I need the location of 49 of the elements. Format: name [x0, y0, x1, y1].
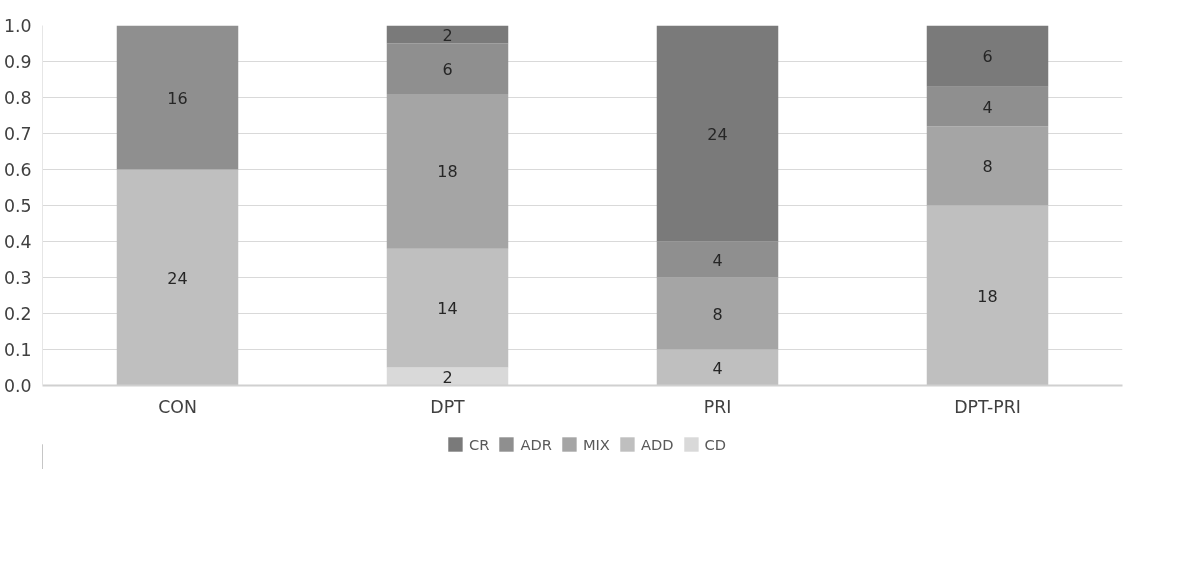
y-tick-label: 0.7	[3, 124, 32, 144]
annotation: 8	[712, 304, 723, 324]
annotation: 24	[167, 268, 188, 288]
bar	[926, 25, 1049, 87]
legend-label: CR	[468, 435, 490, 453]
x-tick-label: DPT-PRI	[954, 396, 1021, 417]
y-tick-label: 0.4	[3, 232, 32, 252]
legend-label: ADD	[640, 435, 674, 453]
annotation: 2	[442, 367, 453, 387]
annotation: 4	[712, 358, 723, 378]
annotation: 18	[437, 162, 458, 182]
annotation: 4	[712, 250, 723, 270]
y-tick-label: 0.6	[3, 160, 32, 180]
annotation: 14	[437, 299, 458, 319]
annotation: 18	[977, 286, 998, 306]
bar	[386, 248, 509, 368]
x-tick-label: CON	[158, 396, 197, 417]
annotation: 24	[707, 124, 728, 144]
x-tick-label: DPT	[430, 396, 466, 417]
y-tick-label: 0.2	[3, 304, 32, 324]
bar	[926, 205, 1049, 386]
y-tick-label: 0.0	[3, 376, 32, 396]
y-tick-label: 0.8	[3, 88, 32, 108]
legend-label: CD	[704, 435, 727, 453]
y-tick-label: 1.0	[3, 16, 32, 36]
bar	[656, 25, 779, 242]
bar	[116, 25, 239, 170]
y-tick-label: 0.5	[3, 196, 32, 216]
x-tick-label: PRI	[703, 396, 732, 417]
bar	[926, 86, 1049, 127]
bar	[386, 43, 509, 94]
y-tick-label: 0.9	[3, 52, 32, 72]
annotation: 8	[982, 156, 993, 176]
bar	[656, 277, 779, 350]
bar	[926, 126, 1049, 206]
annotation: 16	[167, 88, 188, 108]
legend-label: MIX	[582, 435, 610, 453]
bar	[656, 349, 779, 386]
legend-label: ADR	[520, 435, 552, 453]
annotation: 6	[442, 59, 453, 79]
bar	[386, 93, 509, 249]
annotation: 4	[982, 97, 993, 117]
annotation: 6	[982, 47, 993, 67]
annotation: 2	[442, 25, 453, 45]
bar	[116, 169, 239, 386]
bar	[656, 241, 779, 278]
y-tick-label: 0.3	[3, 268, 32, 288]
bar	[386, 25, 509, 44]
y-tick-label: 0.1	[3, 340, 32, 360]
